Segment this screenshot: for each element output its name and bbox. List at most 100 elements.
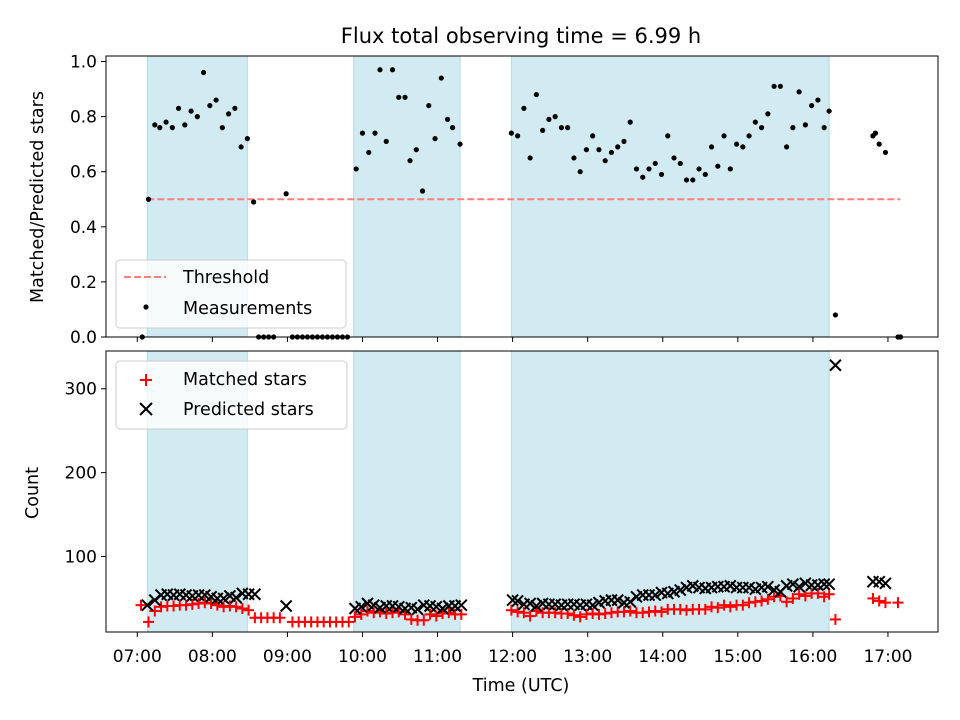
- measurement-point: [251, 199, 257, 205]
- matched-stars-point: [812, 587, 824, 599]
- matched-stars-point: [656, 606, 668, 618]
- predicted-stars-point: [649, 588, 662, 602]
- count-legend-box: [115, 360, 348, 430]
- matched-stars-point: [818, 591, 830, 603]
- measurement-point: [169, 125, 175, 131]
- predicted-stars-point: [217, 592, 230, 605]
- matched-stars-point: [762, 593, 774, 605]
- matched-stars-point: [418, 614, 430, 626]
- measurement-point: [608, 149, 615, 156]
- predicted-stars-point: [511, 594, 524, 608]
- time-x-tick-label: 15:00: [713, 647, 762, 667]
- measurement-point: [882, 149, 889, 156]
- matched-stars-legend-swatch: [140, 374, 152, 386]
- predicted-stars-point: [229, 591, 243, 604]
- measurement-point: [826, 108, 832, 114]
- predicted-stars-legend-label: Predicted stars: [183, 400, 314, 420]
- measurement-point: [232, 105, 238, 111]
- matched-stars-point: [135, 599, 147, 611]
- predicted-stars-point: [586, 598, 599, 612]
- measurement-point: [765, 111, 771, 117]
- matched-stars-point: [343, 616, 355, 628]
- measurement-point: [407, 158, 413, 164]
- predicted-stars-point: [248, 588, 262, 601]
- measurement-point: [802, 122, 808, 128]
- measurement-point: [389, 67, 396, 73]
- measurement-point: [583, 147, 590, 153]
- measurement-point: [207, 102, 213, 109]
- measurement-point: [615, 144, 621, 150]
- count-y-axis-label: Count: [23, 467, 43, 519]
- matched-stars-point: [274, 612, 286, 624]
- measurement-point: [521, 105, 527, 111]
- ratio-plot-frame: [105, 55, 939, 338]
- predicted-stars-point: [829, 359, 842, 372]
- count-y-axis: 100 200 300: [65, 380, 106, 568]
- measurement-point: [721, 133, 727, 139]
- measurement-point: [565, 125, 571, 131]
- count-y-tick-label: 200: [65, 464, 97, 484]
- measurement-point: [219, 125, 225, 131]
- matched-stars-point: [518, 607, 530, 619]
- time-x-tick-label: 08:00: [188, 647, 237, 667]
- matched-stars-point: [243, 604, 255, 616]
- measurement-point: [182, 122, 188, 128]
- matched-stars-point: [455, 608, 467, 620]
- ratio-y-tick-label: 0.8: [70, 108, 97, 128]
- measurement-point: [508, 130, 514, 136]
- matched-stars-point: [867, 592, 879, 604]
- matched-stars-point: [149, 605, 161, 617]
- measurement-point: [152, 122, 158, 128]
- predicted-stars-point: [611, 593, 624, 607]
- measurements-legend-label: Measurements: [183, 299, 312, 319]
- measurement-point: [752, 119, 758, 125]
- count-panel: 100 200 300 07:00 08:00 09:00 10:00 11:00 12:00…: [23, 350, 939, 696]
- count-plot-frame: [105, 350, 939, 633]
- measurements-points: [139, 67, 904, 340]
- measurement-point: [746, 133, 752, 139]
- matched-stars-point: [349, 611, 361, 623]
- measurement-point: [832, 312, 839, 318]
- matched-stars-point: [443, 607, 455, 619]
- measurement-point: [740, 144, 746, 150]
- ratio-y-tick-label: 0.0: [70, 328, 97, 348]
- measurement-point: [432, 136, 438, 142]
- matched-stars-point: [823, 588, 835, 600]
- predicted-stars-point: [761, 580, 775, 593]
- predicted-stars-point: [367, 598, 380, 612]
- measurements-legend-swatch: [143, 304, 149, 310]
- measurement-point: [577, 169, 583, 175]
- matched-stars-point: [430, 610, 442, 622]
- time-x-tick-label: 14:00: [638, 647, 687, 667]
- measurement-point: [353, 166, 359, 172]
- measurement-point: [571, 155, 577, 161]
- measurement-point: [213, 97, 219, 103]
- ratio-x-ticks: [136, 337, 889, 342]
- measurement-point: [558, 125, 565, 131]
- measurement-point: [696, 166, 702, 172]
- count-legend: Matched stars Predicted stars: [115, 360, 348, 430]
- time-x-tick-label: 11:00: [413, 647, 462, 667]
- matched-stars-point: [568, 609, 580, 621]
- measurement-point: [383, 138, 389, 145]
- measurement-point: [226, 111, 232, 117]
- matched-stars-point: [699, 603, 711, 615]
- observing-window-2: [353, 350, 461, 633]
- measurement-point: [283, 191, 289, 197]
- measurement-point: [727, 166, 733, 172]
- measurement-point: [188, 108, 194, 114]
- measurement-point: [602, 158, 608, 164]
- matched-stars-point: [756, 595, 768, 607]
- measurement-point: [876, 141, 882, 147]
- predicted-stars-legend-swatch: [139, 402, 153, 416]
- measurement-point: [444, 116, 451, 122]
- predicted-stars-point: [455, 598, 468, 612]
- predicted-stars-point: [530, 599, 543, 613]
- measurement-point: [796, 89, 802, 95]
- measurement-point: [163, 119, 169, 125]
- matched-stars-point: [793, 588, 805, 600]
- measurement-point: [238, 144, 244, 150]
- measurement-point: [777, 83, 783, 89]
- measurement-point: [175, 105, 182, 111]
- measurement-point: [396, 94, 402, 100]
